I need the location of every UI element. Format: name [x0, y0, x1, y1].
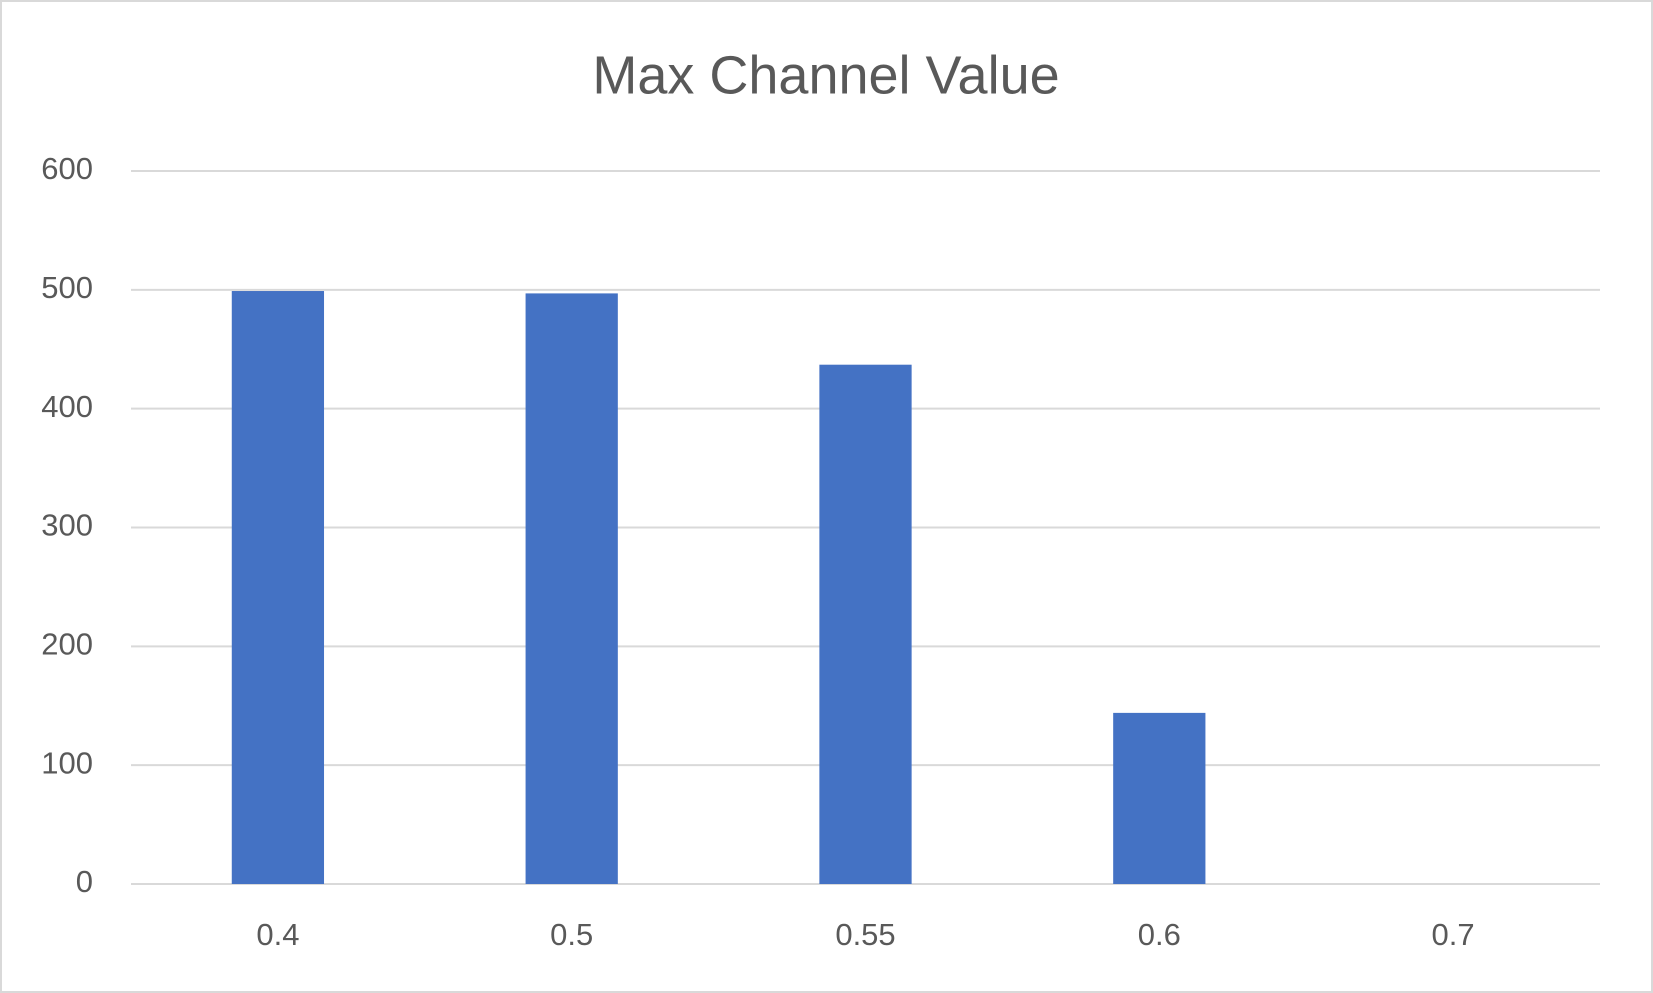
bar: [1113, 712, 1206, 884]
bar: [525, 293, 618, 885]
x-tick-label: 0.4: [256, 917, 299, 952]
y-tick-label: 0: [76, 864, 93, 899]
x-tick-label: 0.55: [835, 917, 895, 952]
chart-title: Max Channel Value: [592, 45, 1059, 105]
x-tick-label: 0.6: [1138, 917, 1181, 952]
y-tick-label: 600: [41, 151, 93, 186]
y-tick-label: 500: [41, 270, 93, 305]
y-tick-label: 300: [41, 508, 93, 543]
y-tick-label: 100: [41, 745, 93, 780]
bar: [231, 291, 325, 884]
x-tick-label: 0.5: [550, 917, 593, 952]
y-tick-label: 200: [41, 627, 93, 662]
bar: [819, 364, 912, 884]
x-tick-label: 0.7: [1432, 917, 1475, 952]
y-tick-label: 400: [41, 389, 93, 424]
